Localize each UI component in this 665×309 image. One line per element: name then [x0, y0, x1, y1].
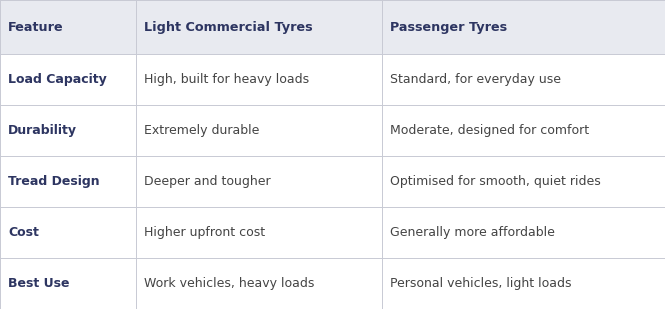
Text: Standard, for everyday use: Standard, for everyday use	[390, 73, 561, 86]
Text: Durability: Durability	[8, 124, 77, 137]
Bar	[382, 54, 665, 105]
Bar	[136, 258, 382, 309]
Bar	[0, 0, 136, 54]
Text: Deeper and tougher: Deeper and tougher	[144, 175, 271, 188]
Bar	[382, 105, 665, 156]
Text: Moderate, designed for comfort: Moderate, designed for comfort	[390, 124, 589, 137]
Bar	[136, 156, 382, 207]
Text: Load Capacity: Load Capacity	[8, 73, 106, 86]
Text: Tread Design: Tread Design	[8, 175, 100, 188]
Bar	[382, 207, 665, 258]
Text: Passenger Tyres: Passenger Tyres	[390, 20, 507, 34]
Text: Best Use: Best Use	[8, 277, 69, 290]
Text: Extremely durable: Extremely durable	[144, 124, 259, 137]
Text: Feature: Feature	[8, 20, 64, 34]
Text: Optimised for smooth, quiet rides: Optimised for smooth, quiet rides	[390, 175, 601, 188]
Text: Cost: Cost	[8, 226, 39, 239]
Bar	[382, 0, 665, 54]
Bar	[382, 156, 665, 207]
Text: High, built for heavy loads: High, built for heavy loads	[144, 73, 309, 86]
Text: Light Commercial Tyres: Light Commercial Tyres	[144, 20, 313, 34]
Text: Personal vehicles, light loads: Personal vehicles, light loads	[390, 277, 572, 290]
Text: Work vehicles, heavy loads: Work vehicles, heavy loads	[144, 277, 315, 290]
Text: Generally more affordable: Generally more affordable	[390, 226, 555, 239]
Bar	[136, 54, 382, 105]
Bar	[136, 105, 382, 156]
Bar	[0, 156, 136, 207]
Bar	[382, 258, 665, 309]
Bar	[0, 258, 136, 309]
Bar	[0, 105, 136, 156]
Bar	[136, 0, 382, 54]
Bar	[0, 207, 136, 258]
Text: Higher upfront cost: Higher upfront cost	[144, 226, 265, 239]
Bar	[136, 207, 382, 258]
Bar	[0, 54, 136, 105]
